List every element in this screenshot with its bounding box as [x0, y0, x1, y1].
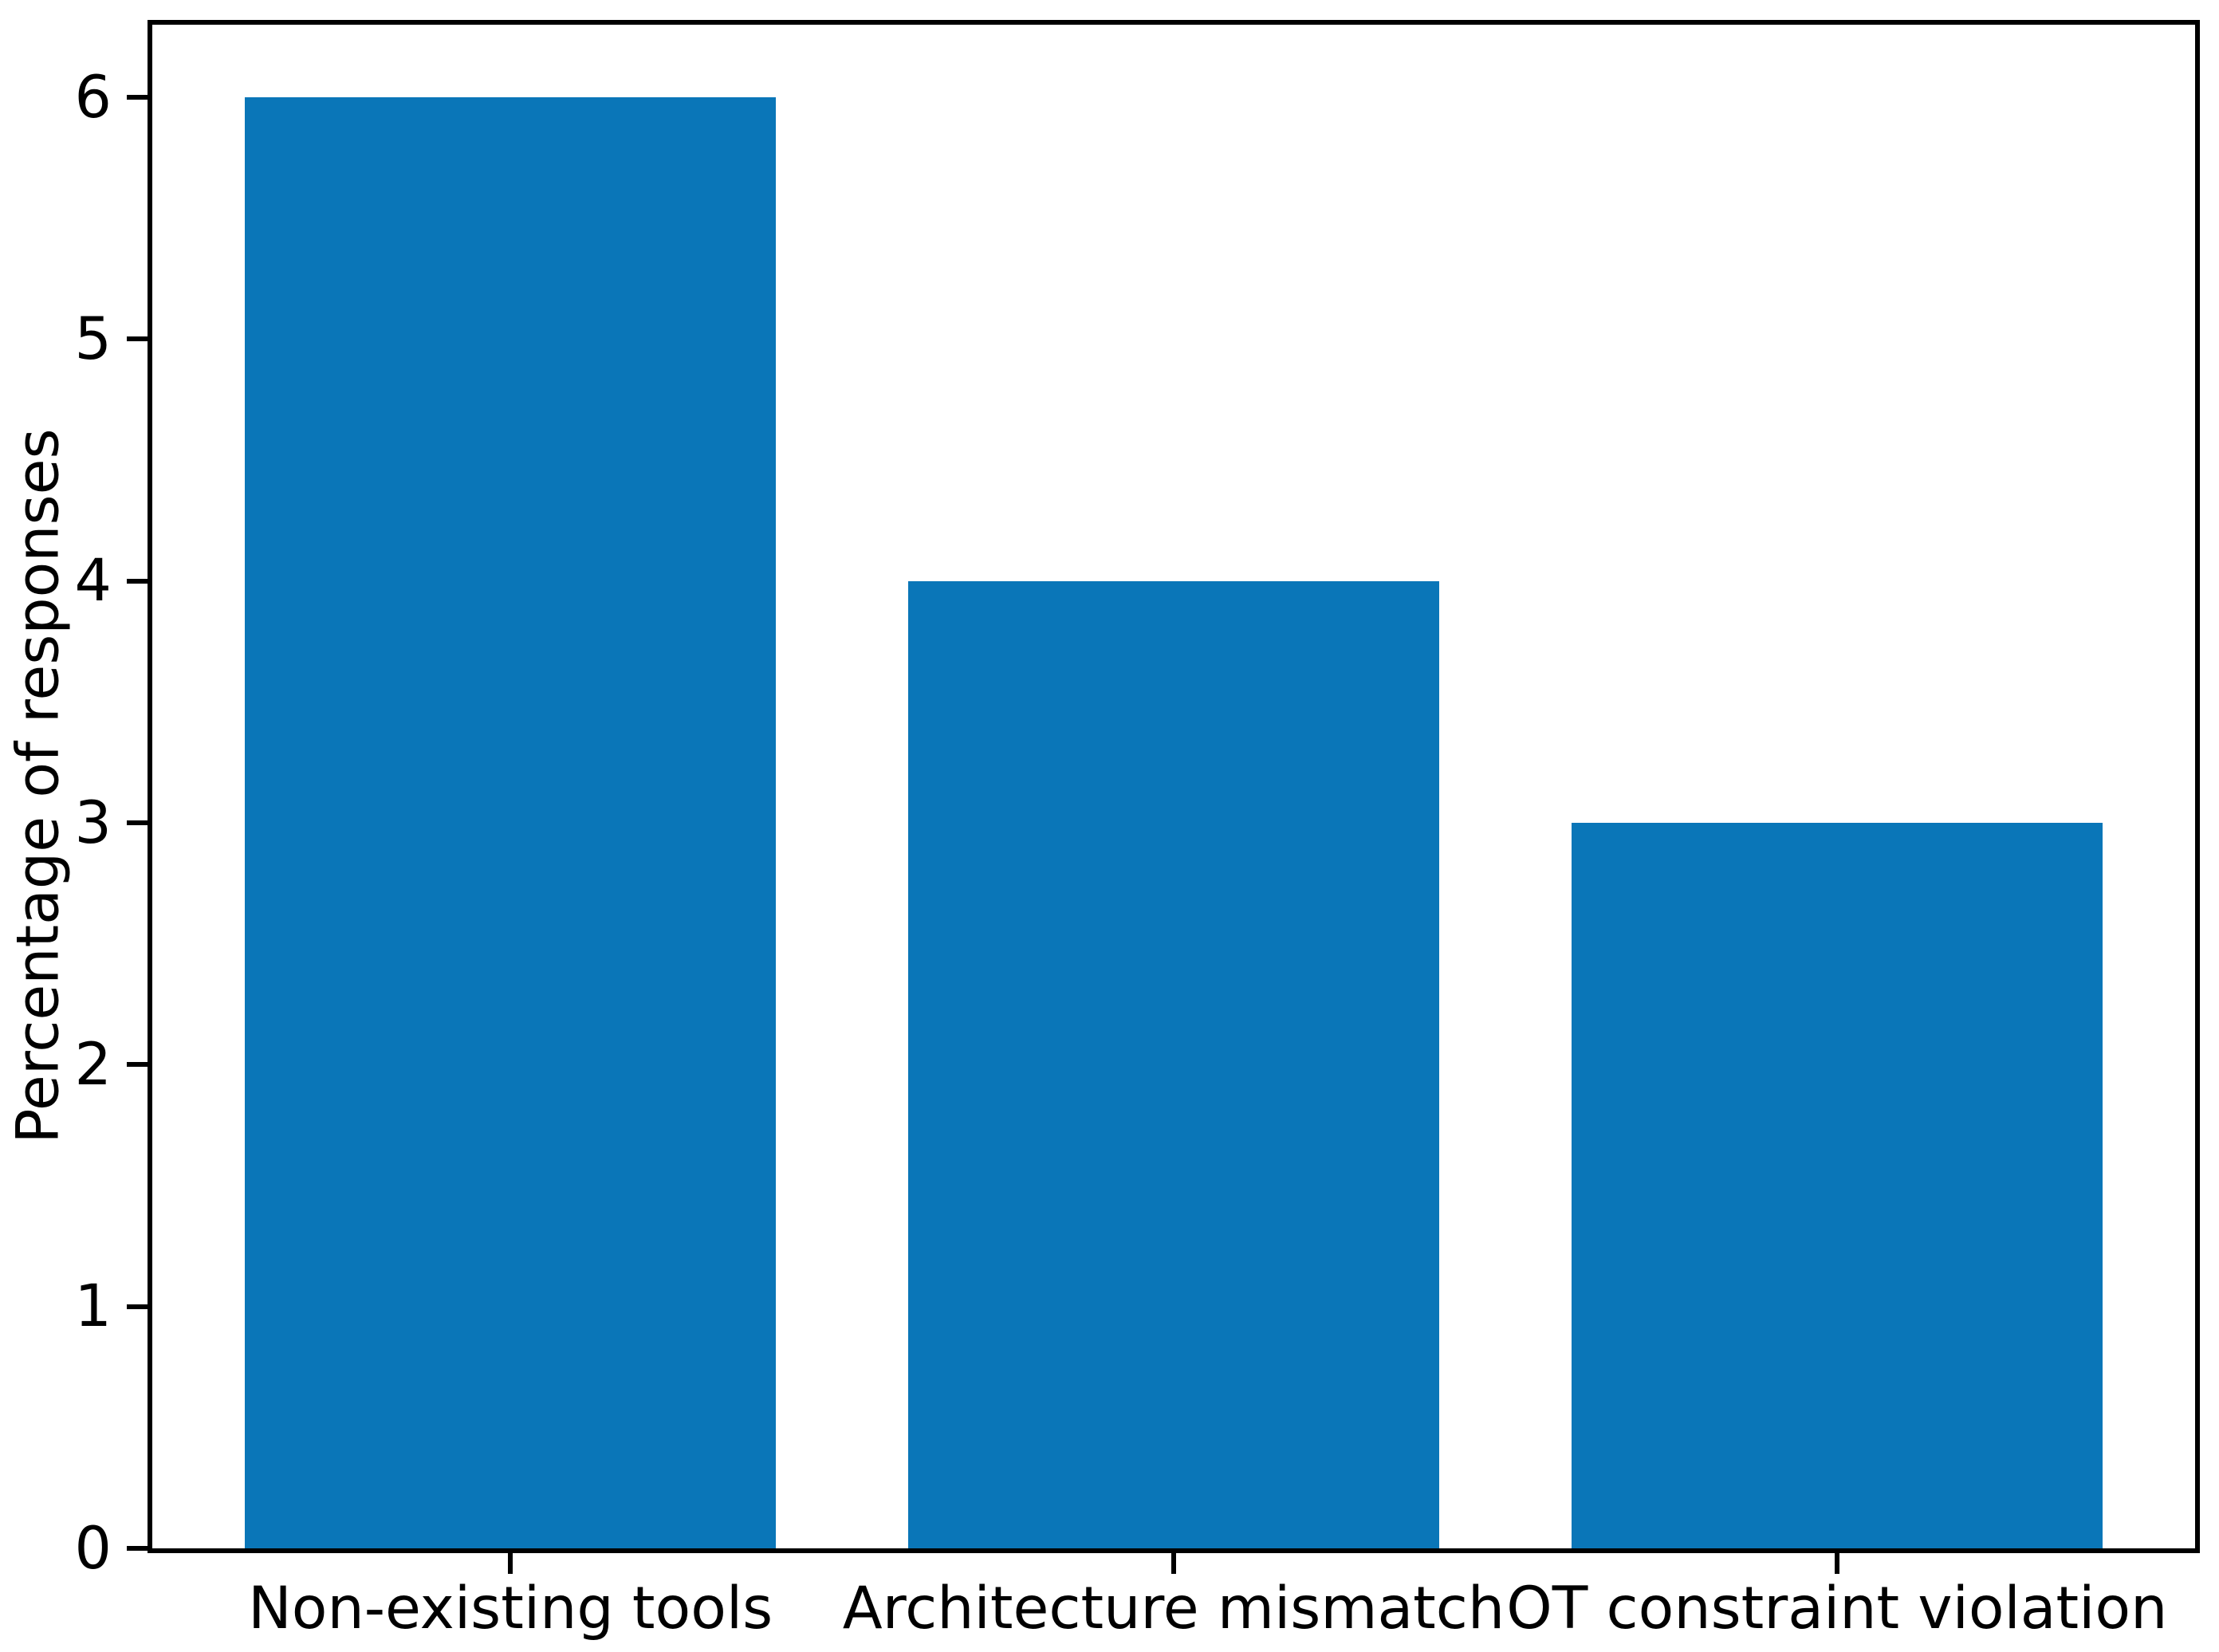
y-tick-mark: [127, 578, 148, 584]
x-category-label: Architecture mismatch: [842, 1575, 1505, 1642]
bar: [245, 97, 776, 1548]
y-tick-label: 0: [74, 1514, 112, 1583]
x-tick-mark: [508, 1553, 513, 1574]
y-tick-label: 4: [74, 547, 112, 616]
x-category-label: OT constraint violation: [1506, 1575, 2168, 1642]
x-category-label: Non-existing tools: [248, 1575, 773, 1642]
y-tick-label: 3: [74, 789, 112, 857]
y-tick-label: 2: [74, 1030, 112, 1099]
y-tick-mark: [127, 1062, 148, 1068]
y-tick-label: 1: [74, 1272, 112, 1341]
plot-inner: [152, 25, 2195, 1548]
y-tick-mark: [127, 1304, 148, 1309]
y-tick-mark: [127, 336, 148, 342]
y-tick-mark: [127, 1546, 148, 1551]
y-tick-label: 6: [74, 63, 112, 132]
x-tick-mark: [1171, 1553, 1176, 1574]
y-tick-mark: [127, 820, 148, 825]
y-tick-label: 5: [74, 305, 112, 373]
plot-area: [148, 20, 2200, 1553]
bar: [1572, 823, 2103, 1548]
x-tick-mark: [1834, 1553, 1839, 1574]
y-tick-mark: [127, 95, 148, 100]
bar: [908, 580, 1439, 1548]
